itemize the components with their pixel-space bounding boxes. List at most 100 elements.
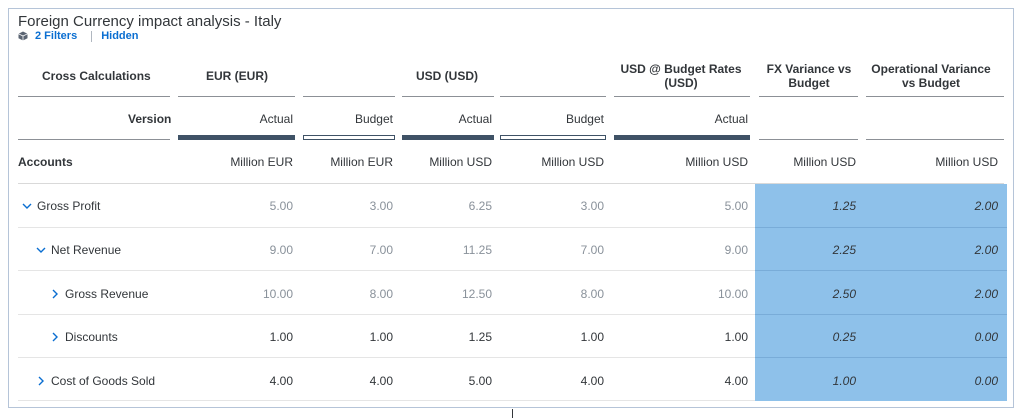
table-cell: 3.00 — [369, 199, 393, 213]
table-cell: 4.00 — [269, 374, 293, 388]
version-cell: Actual — [458, 112, 492, 126]
filters-link[interactable]: 2 Filters — [35, 30, 78, 42]
header-underline — [18, 96, 170, 97]
table-cell: 4.00 — [724, 374, 748, 388]
table-cell: 2.25 — [832, 243, 856, 257]
chevron-down-icon[interactable] — [22, 201, 32, 211]
version-cell: Actual — [714, 112, 748, 126]
header-underline — [500, 96, 606, 97]
unit-cell: Million EUR — [230, 155, 293, 169]
row-label-cost-of-goods-sold[interactable]: Cost of Goods Sold — [36, 374, 155, 388]
row-divider — [18, 314, 755, 315]
table-cell: 8.00 — [369, 287, 393, 301]
header-usd: USD (USD) — [416, 69, 478, 83]
table-cell: 1.00 — [269, 330, 293, 344]
version-bar-budget — [303, 135, 395, 140]
version-cell: Budget — [354, 112, 393, 126]
header-underline — [759, 96, 858, 97]
table-cell: 6.25 — [468, 199, 492, 213]
table-cell: 5.00 — [468, 374, 492, 388]
variance-highlight-area — [755, 184, 1007, 401]
header-cross-calculations: Cross Calculations — [42, 69, 151, 83]
header-eur: EUR (EUR) — [206, 69, 268, 83]
version-bar-actual — [402, 135, 494, 140]
header-underline — [303, 96, 395, 97]
widget-title: Foreign Currency impact analysis - Italy — [18, 13, 282, 30]
table-cell: 8.00 — [580, 287, 604, 301]
account-name: Cost of Goods Sold — [51, 374, 156, 388]
row-divider — [755, 357, 1007, 358]
header-underline — [866, 96, 1004, 97]
unit-cell: Million USD — [541, 155, 604, 169]
version-cell: Budget — [565, 112, 604, 126]
units-underline — [18, 183, 1004, 184]
table-cell: 0.25 — [832, 330, 856, 344]
account-name: Gross Profit — [37, 199, 101, 213]
account-name: Discounts — [65, 330, 118, 344]
table-cell: 1.00 — [724, 330, 748, 344]
version-underline — [866, 139, 1004, 140]
unit-cell: Million USD — [935, 155, 998, 169]
row-label-gross-revenue[interactable]: Gross Revenue — [50, 287, 148, 301]
row-divider — [18, 270, 755, 271]
unit-cell: Million EUR — [330, 155, 393, 169]
table-cell: 1.00 — [580, 330, 604, 344]
table-cell: 7.00 — [369, 243, 393, 257]
header-underline — [178, 96, 295, 97]
table-cell: 9.00 — [269, 243, 293, 257]
table-cell: 3.00 — [580, 199, 604, 213]
table-cell: 5.00 — [724, 199, 748, 213]
version-underline — [759, 139, 858, 140]
table-cell: 9.00 — [724, 243, 748, 257]
chevron-right-icon[interactable] — [50, 332, 60, 342]
chevron-right-icon[interactable] — [50, 289, 60, 299]
unit-cell: Million USD — [793, 155, 856, 169]
filter-bar: 2 Filters Hidden — [18, 30, 138, 42]
chevron-right-icon[interactable] — [36, 376, 46, 386]
unit-cell: Million USD — [685, 155, 748, 169]
row-divider — [755, 227, 1007, 228]
row-divider — [18, 400, 755, 401]
table-cell: 0.00 — [974, 374, 998, 388]
hidden-link[interactable]: Hidden — [101, 30, 139, 42]
account-name: Net Revenue — [51, 243, 122, 257]
table-cell: 4.00 — [369, 374, 393, 388]
version-bar-actual — [614, 135, 750, 140]
header-underline — [402, 96, 494, 97]
table-cell: 10.00 — [262, 287, 293, 301]
row-label-gross-profit[interactable]: Gross Profit — [22, 199, 100, 213]
table-cell: 1.00 — [369, 330, 393, 344]
version-underline — [18, 139, 170, 140]
chevron-down-icon[interactable] — [36, 245, 46, 255]
table-cell: 7.00 — [580, 243, 604, 257]
table-cell: 5.00 — [269, 199, 293, 213]
table-cell: 1.00 — [832, 374, 856, 388]
cursor-mark — [512, 409, 513, 418]
row-label-net-revenue[interactable]: Net Revenue — [36, 243, 121, 257]
unit-cell: Million USD — [429, 155, 492, 169]
table-cell: 2.50 — [832, 287, 856, 301]
table-cell: 10.00 — [717, 287, 748, 301]
table-cell: 4.00 — [580, 374, 604, 388]
table-cell: 0.00 — [974, 330, 998, 344]
cube-icon — [18, 31, 28, 41]
table-cell: 2.00 — [974, 287, 998, 301]
version-cell: Actual — [259, 112, 293, 126]
row-divider — [18, 357, 755, 358]
row-divider — [18, 227, 755, 228]
table-cell: 2.00 — [974, 199, 998, 213]
row-label-discounts[interactable]: Discounts — [50, 330, 118, 344]
accounts-label: Accounts — [18, 155, 73, 169]
row-divider — [755, 270, 1007, 271]
version-bar-actual — [178, 135, 295, 140]
table-cell: 2.00 — [974, 243, 998, 257]
table-cell: 11.25 — [462, 243, 492, 257]
version-bar-budget — [500, 135, 606, 140]
table-cell: 12.50 — [461, 287, 492, 301]
header-operational-variance: Operational Variance vs Budget — [871, 62, 991, 90]
table-cell: 1.25 — [468, 330, 492, 344]
toolbar-divider — [91, 30, 93, 42]
table-cell: 1.25 — [832, 199, 856, 213]
account-name: Gross Revenue — [65, 287, 149, 301]
version-label: Version — [128, 112, 172, 126]
